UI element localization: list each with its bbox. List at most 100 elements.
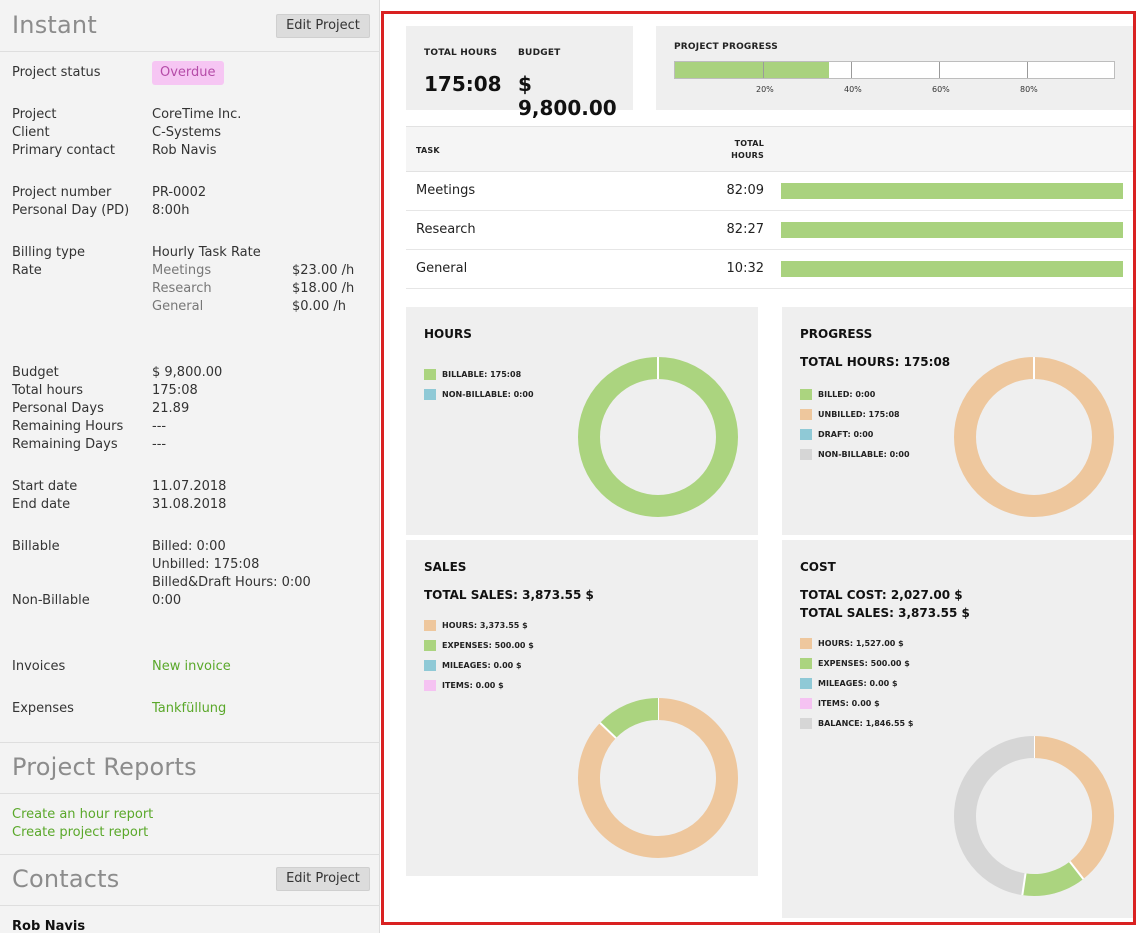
legend-swatch <box>800 429 812 440</box>
personal-days-value: 21.89 <box>152 401 190 416</box>
budget-caption: BUDGET <box>518 48 561 58</box>
legend-swatch <box>424 680 436 691</box>
task-name: General <box>416 261 468 276</box>
remaining-hours-label: Remaining Hours <box>12 419 124 434</box>
project-value: CoreTime Inc. <box>152 107 242 122</box>
unbilled-value: Unbilled: 175:08 <box>152 557 260 572</box>
rate-task-value: $18.00 /h <box>292 281 355 296</box>
progress-tick-label: 20% <box>756 85 774 94</box>
donut-slice <box>578 357 738 517</box>
progress-bar <box>674 61 1115 79</box>
expenses-label: Expenses <box>12 701 74 716</box>
legend-swatch <box>424 620 436 631</box>
divider <box>0 854 380 855</box>
legend-label: HOURS: 3,373.55 $ <box>442 621 528 630</box>
task-hours: 10:32 <box>726 261 764 276</box>
donut-slice <box>578 698 738 858</box>
project-report-link[interactable]: Create project report <box>12 825 149 840</box>
budget-number: $ 9,800.00 <box>518 72 617 120</box>
cost-total: TOTAL COST: 2,027.00 $ <box>800 588 963 602</box>
progress-tick <box>939 62 940 78</box>
donut-slice <box>1033 736 1114 879</box>
cost-card-title: COST <box>800 560 836 574</box>
total-hours-number: 175:08 <box>424 72 502 96</box>
task-hours: 82:27 <box>726 222 764 237</box>
start-date-label: Start date <box>12 479 78 494</box>
project-progress-card: PROJECT PROGRESS 20% 40% 60% 80% <box>656 26 1133 110</box>
table-row: Research 82:27 <box>406 211 1133 250</box>
legend-swatch <box>800 449 812 460</box>
remaining-days-label: Remaining Days <box>12 437 118 452</box>
sales-total: TOTAL SALES: 3,873.55 $ <box>424 588 594 602</box>
hour-report-link[interactable]: Create an hour report <box>12 807 154 822</box>
donut-separator <box>1021 873 1027 896</box>
progress-tick <box>763 62 764 78</box>
task-hours-bar <box>781 222 1123 238</box>
legend-swatch <box>800 409 812 420</box>
billed-value: Billed: 0:00 <box>152 539 226 554</box>
legend-label: DRAFT: 0:00 <box>818 430 874 439</box>
legend-swatch <box>800 718 812 729</box>
rate-task-value: $23.00 /h <box>292 263 355 278</box>
project-dashboard: TOTAL HOURS 175:08 BUDGET $ 9,800.00 PRO… <box>381 11 1136 925</box>
new-invoice-link[interactable]: New invoice <box>152 659 231 674</box>
billing-type-label: Billing type <box>12 245 86 260</box>
sales-donut-chart <box>578 698 738 858</box>
expense-link[interactable]: Tankfüllung <box>152 701 227 716</box>
rate-task-name: Meetings <box>152 263 212 278</box>
legend-swatch <box>800 658 812 669</box>
legend-label: EXPENSES: 500.00 $ <box>818 659 910 668</box>
project-number-value: PR-0002 <box>152 185 207 200</box>
total-hours-value: 175:08 <box>152 383 198 398</box>
legend-label: ITEMS: 0.00 $ <box>818 699 880 708</box>
progress-tick <box>1027 62 1028 78</box>
legend-label: NON-BILLABLE: 0:00 <box>818 450 910 459</box>
contacts-edit-project-button[interactable]: Edit Project <box>276 867 370 891</box>
billed-draft-value: Billed&Draft Hours: 0:00 <box>152 575 311 590</box>
table-row: General 10:32 <box>406 250 1133 289</box>
donut-slice <box>1022 861 1084 896</box>
legend-label: ITEMS: 0.00 $ <box>442 681 504 690</box>
project-label: Project <box>12 107 57 122</box>
summary-card: TOTAL HOURS 175:08 BUDGET $ 9,800.00 <box>406 26 633 120</box>
sales-card: SALES TOTAL SALES: 3,873.55 $ HOURS: 3,3… <box>406 540 758 876</box>
invoices-label: Invoices <box>12 659 66 674</box>
total-hours-label: Total hours <box>12 383 84 398</box>
legend-label: UNBILLED: 175:08 <box>818 410 900 419</box>
personal-day-value: 8:00h <box>152 203 190 218</box>
instant-title: Instant <box>12 11 97 39</box>
start-date-value: 11.07.2018 <box>152 479 227 494</box>
legend-label: MILEAGES: 0.00 $ <box>442 661 522 670</box>
total-hours-caption: TOTAL HOURS <box>424 48 498 58</box>
billing-type-value: Hourly Task Rate <box>152 245 261 260</box>
progress-total: TOTAL HOURS: 175:08 <box>800 355 951 369</box>
progress-donut-chart <box>954 357 1114 517</box>
task-column-header: TASK <box>416 146 440 155</box>
progress-tick-label: 80% <box>1020 85 1038 94</box>
total-hours-column-header-2: HOURS <box>731 151 764 160</box>
primary-contact-value: Rob Navis <box>152 143 217 158</box>
edit-project-button[interactable]: Edit Project <box>276 14 370 38</box>
table-header: TASK TOTAL HOURS <box>406 126 1133 172</box>
cost-total-sales: TOTAL SALES: 3,873.55 $ <box>800 606 970 620</box>
task-hours: 82:09 <box>726 183 764 198</box>
donut-slice <box>954 736 1035 896</box>
personal-day-label: Personal Day (PD) <box>12 203 130 218</box>
donut-slice <box>600 698 659 739</box>
legend-swatch <box>800 389 812 400</box>
legend-swatch <box>800 678 812 689</box>
legend-swatch <box>424 369 436 380</box>
sales-card-title: SALES <box>424 560 467 574</box>
task-name: Research <box>416 222 476 237</box>
rate-task-value: $0.00 /h <box>292 299 346 314</box>
remaining-hours-value: --- <box>152 419 167 434</box>
client-value: C-Systems <box>152 125 222 140</box>
legend-label: MILEAGES: 0.00 $ <box>818 679 898 688</box>
progress-tick-label: 60% <box>932 85 950 94</box>
legend-swatch <box>800 638 812 649</box>
task-hours-bar <box>781 261 1123 277</box>
primary-contact-label: Primary contact <box>12 143 116 158</box>
project-status-row: Project status <box>12 64 101 82</box>
non-billable-value: 0:00 <box>152 593 182 608</box>
project-status-label: Project status <box>12 65 101 80</box>
